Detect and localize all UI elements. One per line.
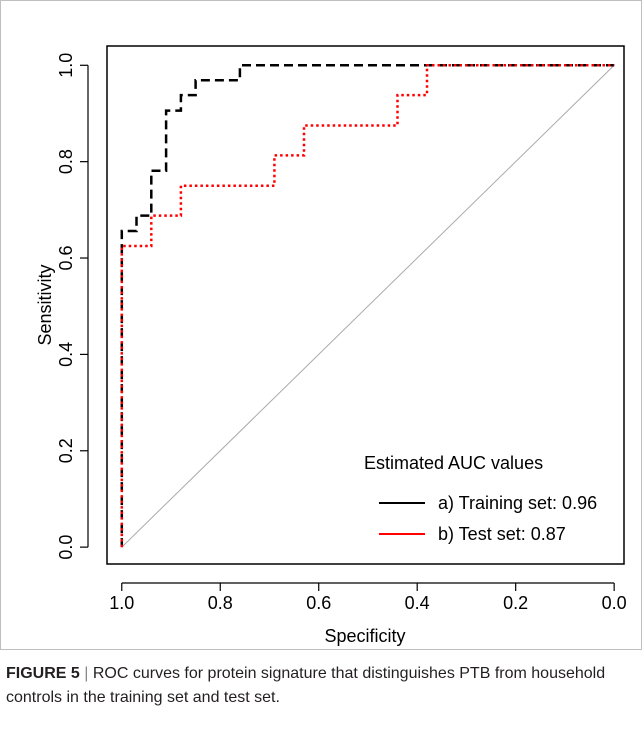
roc-chart: 1.0 0.8 0.6 0.4 0.2 0.0 0.0 0.2 0.4 0.6 0.8 1.0 Sp… [35,45,627,646]
x-tick-label: 0.6 [306,593,331,613]
y-tick-label: 0.6 [56,246,76,271]
caption-text: ROC curves for protein signature that di… [6,665,606,706]
figure-label: FIGURE 5 [6,665,80,682]
y-tick-label: 0.0 [56,535,76,560]
x-tick-label: 0.8 [208,593,233,613]
y-tick-label: 1.0 [56,53,76,78]
reference-diagonal [121,64,615,548]
x-axis-label: Specificity [324,626,405,646]
series-line-training [120,64,615,548]
legend-entry-test: b) Test set: 0.87 [438,524,566,544]
y-axis-label: Sensitivity [35,264,55,345]
series-layer [120,64,615,548]
legend: Estimated AUC values a) Training set: 0.… [364,453,597,544]
x-axis: 1.0 0.8 0.6 0.4 0.2 0.0 [109,582,627,613]
legend-entry-training: a) Training set: 0.96 [438,493,597,513]
y-tick-label: 0.2 [56,438,76,463]
legend-title: Estimated AUC values [364,453,543,473]
y-axis: 0.0 0.2 0.4 0.6 0.8 1.0 [56,53,89,560]
y-tick-label: 0.4 [56,342,76,367]
x-tick-label: 0.4 [405,593,430,613]
reference-diagonal-layer [121,64,615,548]
y-tick-label: 0.8 [56,149,76,174]
caption-separator: | [84,665,89,682]
x-tick-label: 0.2 [503,593,528,613]
plot-box [106,45,625,565]
x-tick-label: 1.0 [109,593,134,613]
figure-caption: FIGURE 5 | ROC curves for protein signat… [6,662,638,710]
x-tick-label: 0.0 [602,593,627,613]
